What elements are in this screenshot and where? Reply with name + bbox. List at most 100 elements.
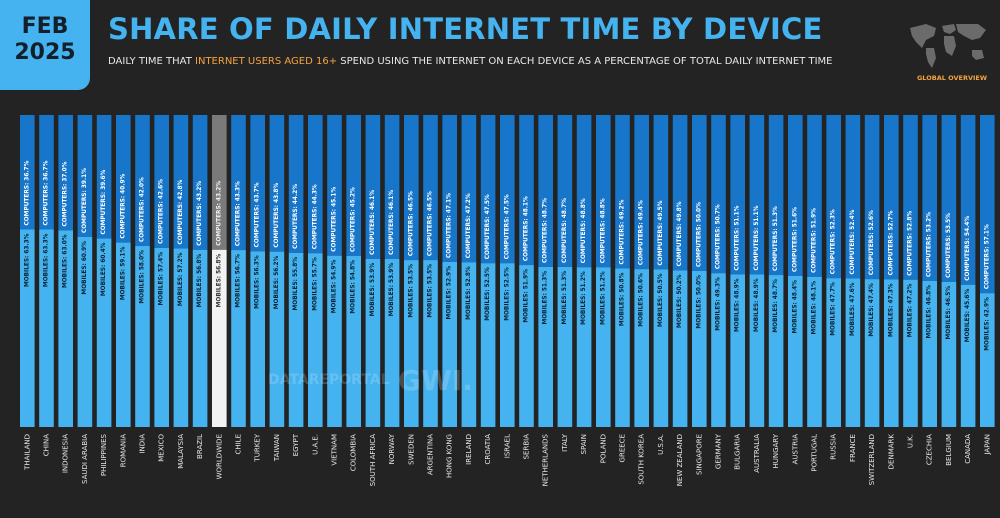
bar-computers	[826, 115, 841, 279]
data-label-mobiles: MOBILES: 47.3%	[888, 283, 894, 337]
category-label: COLOMBIA	[350, 434, 358, 471]
date-month: FEB	[21, 14, 69, 39]
data-label-computers: COMPUTERS: 52.4%	[850, 209, 856, 274]
category-label: NORWAY	[388, 433, 396, 464]
data-label-mobiles: MOBILES: 60.4%	[101, 242, 107, 296]
category-label: CROATIA	[484, 434, 492, 465]
category-label: THAILAND	[23, 434, 31, 471]
bar-mobiles	[903, 279, 918, 427]
data-label-computers: COMPUTERS: 50.7%	[716, 204, 722, 269]
bar-mobiles	[557, 266, 573, 427]
data-label-computers: COMPUTERS: 42.8%	[178, 179, 184, 244]
bar-mobiles	[538, 266, 553, 427]
data-label-mobiles: MOBILES: 49.3%	[716, 277, 722, 331]
data-label-mobiles: MOBILES: 63.0%	[63, 234, 69, 288]
data-label-computers: COMPUTERS: 45.1%	[332, 187, 338, 252]
bar-computers	[365, 115, 381, 259]
data-label-computers: COMPUTERS: 51.6%	[792, 207, 798, 272]
data-label-computers: COMPUTERS: 40.9%	[120, 174, 126, 239]
data-label-mobiles: MOBILES: 51.9%	[524, 269, 530, 323]
data-label-mobiles: MOBILES: 52.5%	[485, 267, 491, 321]
subtitle-pre: DAILY TIME THAT	[108, 56, 196, 67]
data-label-mobiles: MOBILES: 48.7%	[773, 279, 779, 333]
category-label: ITALY	[561, 433, 569, 452]
data-label-mobiles: MOBILES: 48.1%	[812, 281, 818, 335]
bar-mobiles	[480, 263, 496, 427]
data-label-computers: COMPUTERS: 47.5%	[485, 194, 491, 259]
category-label: GREECE	[619, 434, 627, 462]
category-label: VIETNAM	[331, 434, 339, 466]
category-label: CHILE	[235, 434, 243, 455]
bar-computers	[250, 115, 265, 252]
data-label-mobiles: MOBILES: 50.6%	[639, 273, 645, 327]
bar-mobiles	[39, 229, 54, 427]
data-label-mobiles: MOBILES: 50.0%	[696, 275, 702, 329]
data-label-mobiles: MOBILES: 58.0%	[140, 250, 146, 304]
data-label-mobiles: MOBILES: 57.2%	[178, 252, 184, 306]
bar-computers	[596, 115, 611, 268]
data-label-mobiles: MOBILES: 54.8%	[351, 260, 357, 314]
bar-computers	[730, 115, 745, 275]
data-label-computers: COMPUTERS: 49.2%	[620, 199, 626, 264]
data-label-mobiles: MOBILES: 47.6%	[850, 282, 856, 336]
category-label: CANADA	[964, 434, 972, 464]
data-label-computers: COMPUTERS: 49.4%	[639, 200, 645, 265]
bar-mobiles	[711, 273, 726, 427]
bar-mobiles	[672, 270, 688, 427]
bar-computers	[327, 115, 342, 256]
data-label-mobiles: MOBILES: 53.5%	[408, 264, 414, 318]
bar-computers	[58, 115, 73, 231]
data-label-computers: COMPUTERS: 50.0%	[696, 202, 702, 267]
bar-computers	[692, 115, 707, 271]
bar-computers	[442, 115, 457, 262]
bar-computers	[788, 115, 803, 276]
category-label: AUSTRALIA	[753, 434, 761, 473]
bar-mobiles	[653, 269, 669, 427]
bar-mobiles	[461, 262, 477, 427]
bar-mobiles	[730, 274, 745, 427]
data-label-computers: COMPUTERS: 43.8%	[274, 183, 280, 248]
category-label: CZECHIA	[926, 434, 934, 465]
data-label-computers: COMPUTERS: 43.2%	[216, 181, 222, 246]
bar-mobiles	[327, 255, 342, 427]
bar-mobiles	[192, 249, 208, 427]
category-label: WORLDWIDE	[215, 434, 223, 479]
bar-computers	[845, 115, 861, 279]
bar-computers	[231, 115, 246, 251]
bar-computers	[576, 115, 592, 268]
bar-computers	[212, 115, 227, 250]
data-label-mobiles: MOBILES: 53.5%	[428, 264, 434, 318]
category-label: RUSSIA	[830, 434, 838, 460]
bar-mobiles	[845, 278, 861, 427]
bar-computers	[922, 115, 937, 281]
data-label-computers: COMPUTERS: 46.5%	[408, 191, 414, 256]
watermark-datareportal: DATAREPORTAL	[268, 372, 390, 388]
bar-mobiles	[826, 278, 841, 427]
category-label: SWEDEN	[407, 434, 415, 465]
bar-computers	[711, 115, 726, 274]
bar-computers	[404, 115, 419, 261]
bar-computers	[653, 115, 669, 270]
data-label-mobiles: MOBILES: 56.3%	[255, 255, 261, 309]
category-label: PHILIPPINES	[100, 433, 108, 476]
bar-computers	[192, 115, 208, 250]
data-label-computers: COMPUTERS: 51.1%	[754, 205, 760, 270]
bar-mobiles	[749, 274, 765, 427]
bar-mobiles	[807, 276, 822, 427]
bar-computers	[634, 115, 649, 270]
bar-mobiles	[365, 258, 381, 427]
data-label-computers: COMPUTERS: 52.8%	[908, 211, 914, 276]
bar-computers	[749, 115, 765, 275]
bar-computers	[884, 115, 899, 280]
data-label-computers: COMPUTERS: 48.7%	[543, 198, 549, 263]
category-label: SAUDI ARABIA	[81, 434, 89, 484]
data-label-computers: COMPUTERS: 52.7%	[888, 210, 894, 275]
bar-mobiles	[980, 293, 995, 427]
category-label: DENMARK	[887, 434, 895, 470]
category-label: ISRAEL	[503, 434, 511, 458]
data-label-mobiles: MOBILES: 51.3%	[543, 271, 549, 325]
data-label-computers: COMPUTERS: 44.3%	[312, 184, 318, 249]
bar-mobiles	[884, 279, 899, 427]
category-label: FRANCE	[849, 434, 857, 462]
bar-mobiles	[692, 271, 707, 427]
